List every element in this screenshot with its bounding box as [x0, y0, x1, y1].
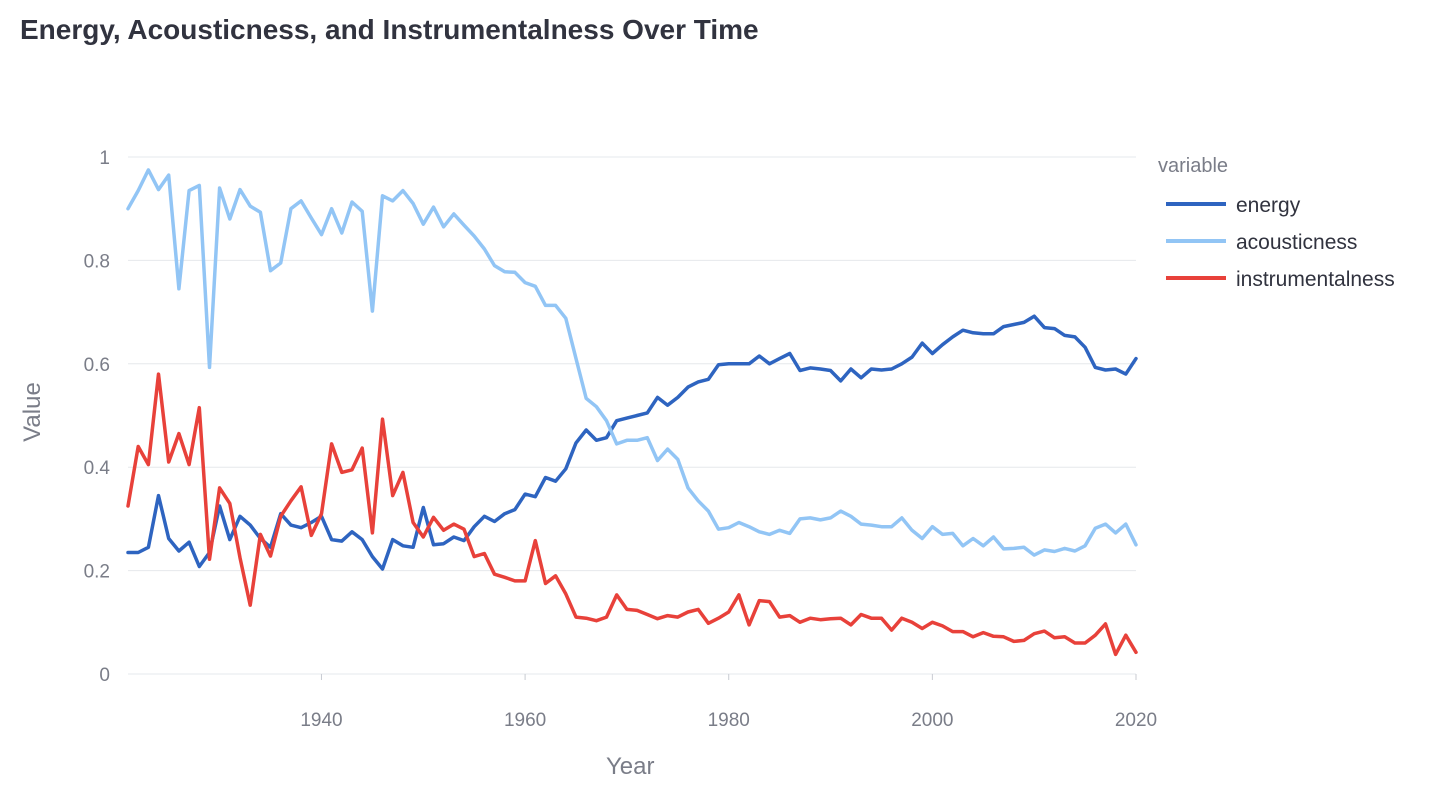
x-tick-label: 2020 — [1115, 710, 1157, 731]
x-tick-label: 1960 — [504, 710, 546, 731]
chart-title: Energy, Acousticness, and Instrumentalne… — [20, 14, 759, 45]
y-axis-title: Value — [19, 382, 46, 442]
y-tick-label: 0.8 — [84, 251, 110, 272]
y-tick-label: 0.2 — [84, 562, 110, 583]
series-line-instrumentalness — [126, 372, 1138, 657]
legend-label-acousticness: acousticness — [1236, 231, 1357, 254]
x-axis-title: Year — [606, 753, 655, 780]
series-line-energy — [126, 314, 1138, 571]
series-line-acousticness — [126, 168, 1138, 557]
x-axis-ticks: 1940 1960 1980 2000 2020 — [300, 674, 1157, 731]
gridlines — [128, 156, 1136, 675]
y-axis-ticks: 0 0.2 0.4 0.6 0.8 1 — [84, 148, 111, 686]
series-lines — [126, 168, 1138, 657]
y-tick-label: 0.6 — [84, 355, 110, 376]
legend-title: variable — [1158, 155, 1228, 177]
x-tick-label: 2000 — [911, 710, 953, 731]
y-tick-label: 1 — [99, 148, 110, 169]
legend-label-energy: energy — [1236, 194, 1301, 217]
legend: variable energy acousticness instrumentaln… — [1158, 155, 1395, 291]
legend-label-instrumentalness: instrumentalness — [1236, 268, 1395, 291]
y-tick-label: 0 — [99, 665, 110, 686]
x-tick-label: 1980 — [708, 710, 750, 731]
x-tick-label: 1940 — [300, 710, 342, 731]
y-tick-label: 0.4 — [84, 458, 111, 479]
